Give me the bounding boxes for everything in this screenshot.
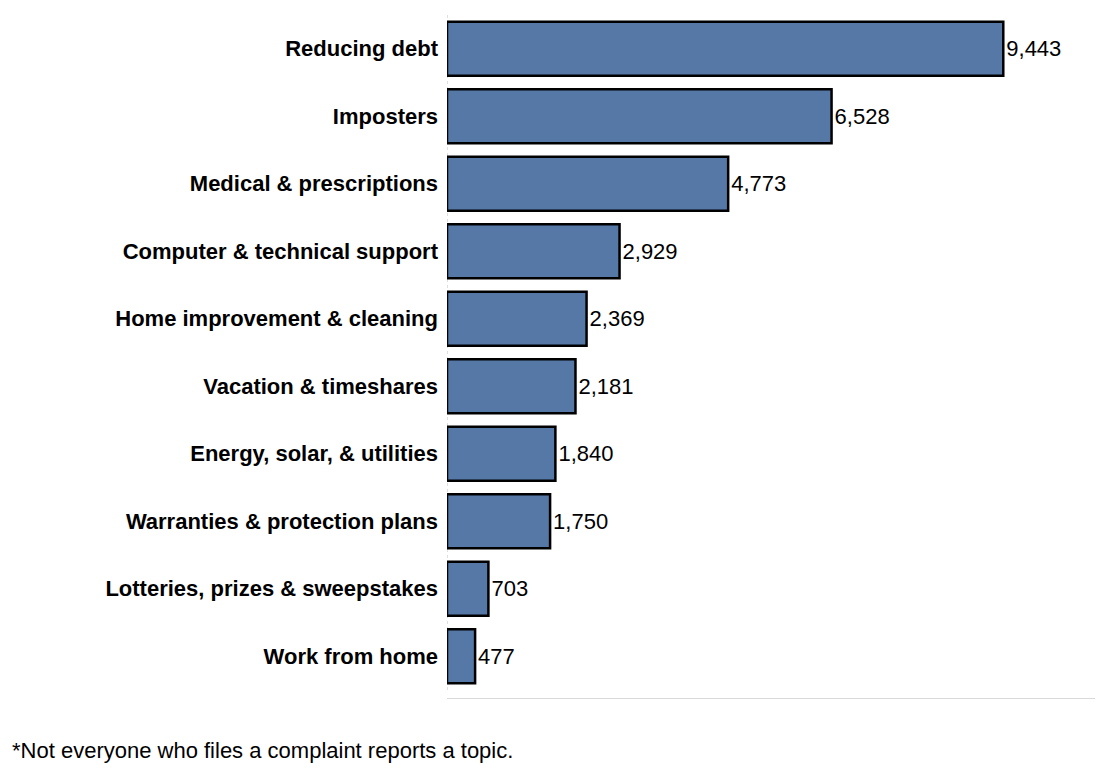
svg-text:Home improvement & cleaning: Home improvement & cleaning [115, 306, 438, 331]
svg-text:477: 477 [478, 644, 515, 669]
svg-text:Reducing debt: Reducing debt [285, 36, 438, 61]
svg-text:*Not everyone who files a comp: *Not everyone who files a complaint repo… [12, 738, 513, 763]
svg-text:4,773: 4,773 [731, 171, 786, 196]
svg-text:9,443: 9,443 [1006, 36, 1061, 61]
svg-text:Work from home: Work from home [264, 644, 438, 669]
svg-text:2,369: 2,369 [590, 306, 645, 331]
svg-text:703: 703 [491, 576, 528, 601]
svg-text:1,840: 1,840 [558, 441, 613, 466]
svg-text:Medical & prescriptions: Medical & prescriptions [190, 171, 438, 196]
svg-text:2,181: 2,181 [578, 374, 633, 399]
svg-text:6,528: 6,528 [835, 104, 890, 129]
svg-text:2,929: 2,929 [623, 239, 678, 264]
svg-text:1,750: 1,750 [553, 509, 608, 534]
svg-text:Energy, solar, & utilities: Energy, solar, & utilities [190, 441, 438, 466]
svg-text:Warranties & protection plans: Warranties & protection plans [126, 509, 438, 534]
svg-text:Lotteries, prizes & sweepstake: Lotteries, prizes & sweepstakes [105, 576, 438, 601]
svg-text:Computer & technical support: Computer & technical support [123, 239, 439, 264]
svg-text:Vacation & timeshares: Vacation & timeshares [203, 374, 438, 399]
svg-text:Imposters: Imposters [333, 104, 438, 129]
